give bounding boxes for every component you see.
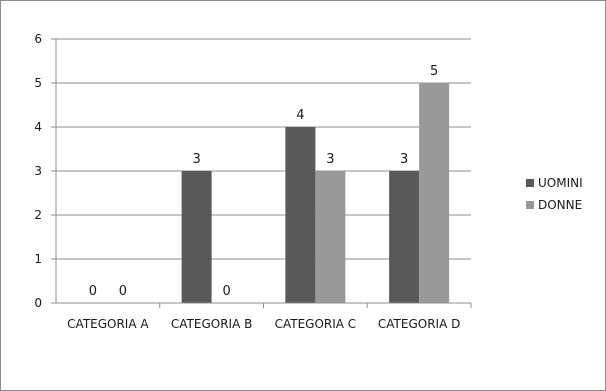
legend-label-donne: DONNE	[538, 198, 582, 212]
bar-uomini	[181, 171, 212, 303]
bar-uomini	[389, 171, 420, 303]
y-tick-label: 3	[34, 164, 42, 178]
legend-swatch-uomini	[526, 179, 534, 187]
data-label: 3	[192, 152, 200, 167]
x-tick-label: CATEGORIA B	[171, 317, 252, 331]
bar-uomini	[285, 127, 316, 303]
legend-swatch-donne	[526, 201, 534, 209]
data-labels: 0 0 3 0 4 3 3 5	[89, 64, 439, 299]
data-label: 0	[89, 284, 97, 299]
bars	[181, 83, 450, 303]
data-label: 3	[326, 152, 334, 167]
y-tick-label: 2	[34, 208, 42, 222]
x-tick-label: CATEGORIA C	[275, 317, 357, 331]
bar-donne	[419, 83, 450, 303]
x-tick-label: CATEGORIA D	[378, 317, 460, 331]
y-axis-ticks: 0 1 2 3 4 5 6	[34, 32, 56, 310]
x-axis-ticks: CATEGORIA A CATEGORIA B CATEGORIA C CATEGOR…	[67, 303, 472, 331]
data-label: 4	[296, 108, 304, 123]
legend-label-uomini: UOMINI	[538, 176, 583, 190]
data-label: 3	[400, 152, 408, 167]
y-tick-label: 0	[34, 296, 42, 310]
y-tick-label: 6	[34, 32, 42, 46]
y-tick-label: 5	[34, 76, 42, 90]
y-tick-label: 1	[34, 252, 42, 266]
bar-donne	[315, 171, 346, 303]
legend: UOMINI DONNE	[526, 176, 583, 212]
y-tick-label: 4	[34, 120, 42, 134]
x-tick-label: CATEGORIA A	[67, 317, 149, 331]
data-label: 0	[222, 284, 230, 299]
data-label: 0	[119, 284, 127, 299]
data-label: 5	[430, 64, 438, 79]
